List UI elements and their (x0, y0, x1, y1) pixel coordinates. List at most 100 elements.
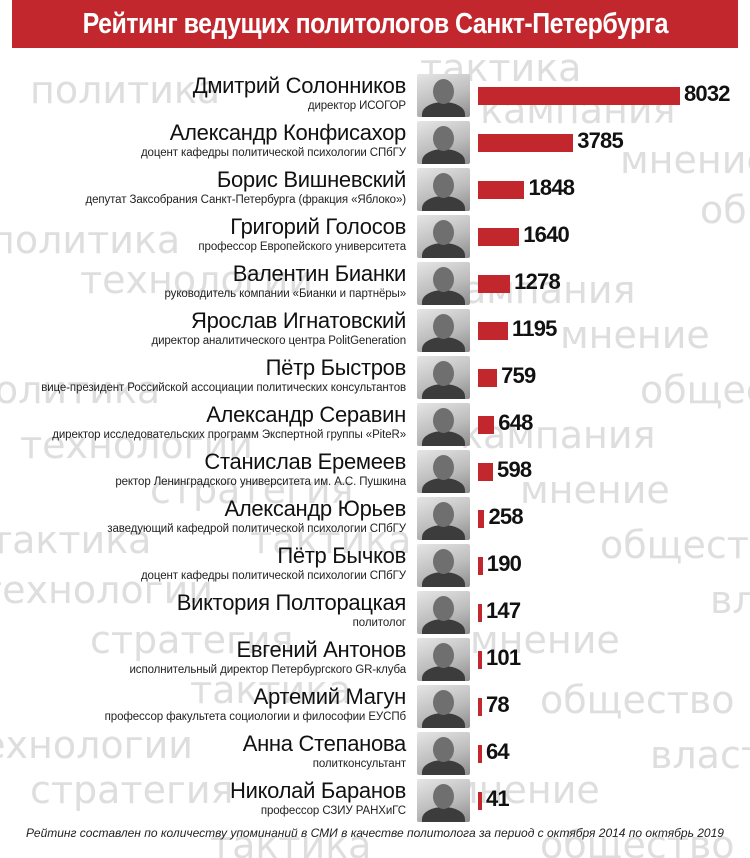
chart-row: Александр Конфисахор доцент кафедры полит… (0, 119, 750, 166)
value-label: 648 (498, 410, 533, 435)
person-photo (417, 262, 470, 305)
person-photo (417, 309, 470, 352)
person-position: политолог (352, 617, 406, 629)
value-bar (478, 181, 525, 199)
person-name: Ярослав Игнатовский (191, 308, 406, 333)
person-name: Александр Серавин (206, 402, 406, 427)
chart-title: Рейтинг ведущих политологов Санкт-Петерб… (82, 7, 668, 40)
value-bar (478, 275, 511, 293)
value-bar (478, 698, 482, 716)
person-position: директор ИСОГОР (307, 100, 406, 112)
chart-row: Александр Серавин директор исследовательс… (0, 401, 750, 448)
person-photo (417, 779, 470, 822)
person-name: Дмитрий Солонников (192, 73, 407, 98)
chart-row: Пётр Бычков доцент кафедры политической п… (0, 542, 750, 589)
chart-row: Станислав Еремеев ректор Ленинградского у… (0, 448, 750, 495)
person-name: Александр Юрьев (224, 496, 406, 521)
person-position: заведующий кафедрой политической психоло… (107, 523, 406, 535)
chart-row: Валентин Бианки руководитель компании «Би… (0, 260, 750, 307)
chart-row: Анна Степанова политконсультант 64 (0, 730, 750, 777)
person-position: вице-президент Российской ассоциации пол… (41, 382, 406, 394)
person-photo (417, 591, 470, 634)
chart-row: Артемий Магун профессор факультета социол… (0, 683, 750, 730)
value-label: 41 (486, 786, 510, 811)
person-name: Николай Баранов (230, 778, 406, 803)
value-bar (478, 792, 482, 810)
person-photo (417, 356, 470, 399)
person-name: Александр Конфисахор (169, 120, 407, 145)
value-bar (478, 745, 482, 763)
value-bar (478, 416, 495, 434)
value-label: 1278 (514, 269, 561, 294)
value-bar (478, 604, 482, 622)
footnote: Рейтинг составлен по количеству упоминан… (26, 826, 724, 840)
person-name: Евгений Антонов (236, 637, 407, 662)
person-position: профессор факультета социологии и филосо… (104, 711, 406, 723)
person-name: Виктория Полторацкая (176, 590, 407, 615)
value-bar (478, 322, 509, 340)
value-bar (478, 557, 483, 575)
value-label: 1848 (528, 175, 575, 200)
value-bar (478, 369, 498, 387)
person-position: профессор Европейского университета (198, 241, 406, 253)
person-name: Борис Вишневский (216, 167, 406, 192)
person-position: директор исследовательских программ Эксп… (52, 429, 406, 441)
value-label: 258 (488, 504, 523, 529)
person-position: ректор Ленинградского университета им. А… (115, 476, 406, 488)
person-name: Валентин Бианки (232, 261, 407, 286)
person-position: профессор СЗИУ РАНХиГС (260, 805, 406, 817)
value-label: 759 (501, 363, 536, 388)
person-position: доцент кафедры политической психологии С… (140, 570, 406, 582)
person-photo (417, 732, 470, 775)
person-position: доцент кафедры политической психологии С… (140, 147, 406, 159)
person-position: руководитель компании «Бианки и партнёры… (164, 288, 407, 300)
value-label: 1195 (512, 316, 557, 341)
person-photo (417, 215, 470, 258)
value-bar (478, 134, 574, 152)
value-bar (478, 463, 494, 481)
value-bar (478, 228, 520, 246)
value-bar (478, 510, 485, 528)
person-name: Пётр Быстров (265, 355, 407, 380)
person-position: исполнительный директор Петербургского G… (129, 664, 406, 676)
person-name: Артемий Магун (253, 684, 407, 709)
value-label: 78 (486, 692, 510, 717)
chart-row: Григорий Голосов профессор Европейского у… (0, 213, 750, 260)
person-photo (417, 685, 470, 728)
value-bar (478, 651, 482, 669)
chart-row: Пётр Быстров вице-президент Российской ас… (0, 354, 750, 401)
person-photo (417, 168, 470, 211)
value-label: 64 (486, 739, 510, 764)
person-photo (417, 403, 470, 446)
title-banner: Рейтинг ведущих политологов Санкт-Петерб… (12, 0, 738, 48)
person-name: Пётр Бычков (277, 543, 406, 568)
person-position: политконсультант (312, 758, 406, 770)
person-photo (417, 638, 470, 681)
value-bar (478, 87, 680, 105)
value-label: 3785 (577, 128, 624, 153)
person-position: директор аналитического центра PolitGene… (151, 335, 406, 347)
chart-row: Борис Вишневский депутат Заксобрания Санк… (0, 166, 750, 213)
person-name: Григорий Голосов (230, 214, 406, 239)
value-label: 598 (497, 457, 532, 482)
chart-row: Александр Юрьев заведующий кафедрой полит… (0, 495, 750, 542)
value-label: 1640 (523, 222, 570, 247)
chart-row: Николай Баранов профессор СЗИУ РАНХиГС 41 (0, 777, 750, 824)
chart-row: Дмитрий Солонников директор ИСОГОР 8032 (0, 72, 750, 119)
chart-row: Евгений Антонов исполнительный директор П… (0, 636, 750, 683)
person-photo (417, 121, 470, 164)
person-name: Анна Степанова (242, 731, 407, 756)
person-photo (417, 544, 470, 587)
person-photo (417, 74, 470, 117)
value-label: 8032 (684, 81, 731, 106)
chart-row: Виктория Полторацкая политолог 147 (0, 589, 750, 636)
value-label: 101 (486, 645, 521, 670)
value-label: 190 (486, 551, 522, 576)
chart-row: Ярослав Игнатовский директор аналитическо… (0, 307, 750, 354)
person-position: депутат Заксобрания Санкт-Петербурга (фр… (85, 194, 406, 206)
person-photo (417, 450, 470, 493)
value-label: 147 (486, 598, 521, 623)
person-name: Станислав Еремеев (204, 449, 406, 474)
person-photo (417, 497, 470, 540)
